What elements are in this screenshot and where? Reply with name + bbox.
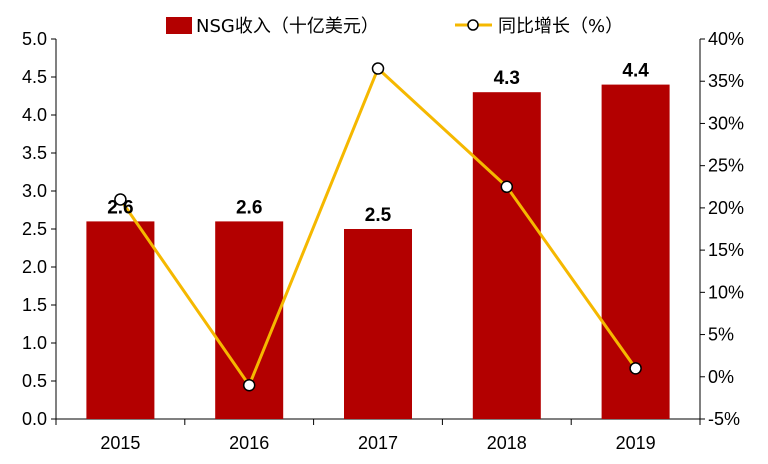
bar-series (86, 84, 670, 419)
x-tick-label: 2016 (229, 433, 269, 453)
x-tick-label: 2015 (100, 433, 140, 453)
right-tick-label: 40% (708, 29, 744, 49)
right-tick-label: 25% (708, 156, 744, 176)
left-tick-label: 4.5 (22, 67, 47, 87)
bar (86, 221, 155, 419)
left-tick-label: 4.0 (22, 105, 47, 125)
x-tick-label: 2018 (487, 433, 527, 453)
line-series (114, 62, 642, 392)
right-tick-label: 10% (708, 282, 744, 302)
left-tick-label: 0.0 (22, 409, 47, 429)
legend-bar-swatch (166, 17, 192, 34)
bar (472, 92, 541, 419)
left-tick-label: 1.0 (22, 333, 47, 353)
left-tick-label: 2.0 (22, 257, 47, 277)
bar-data-label: 2.6 (107, 197, 133, 218)
legend-line-marker (467, 19, 479, 31)
left-tick-label: 3.5 (22, 143, 47, 163)
data-labels: 2.6 2.6 2.5 4.3 4.4 (107, 61, 649, 226)
legend: NSG收入（十亿美元） 同比增长（%） (166, 16, 623, 37)
line-point (500, 180, 514, 194)
bar-data-label: 2.6 (236, 197, 262, 218)
x-tick-label: 2019 (616, 433, 656, 453)
legend-line-label: 同比增长（%） (498, 16, 623, 37)
left-tick-label: 2.5 (22, 219, 47, 239)
bar-data-label: 4.3 (494, 68, 520, 89)
line-point (371, 62, 385, 75)
right-tick-label: 5% (708, 325, 734, 345)
right-tick-label: -5% (708, 409, 740, 429)
right-tick-label: 15% (708, 240, 744, 260)
left-tick-label: 5.0 (22, 29, 47, 49)
bar-data-label: 2.5 (365, 205, 392, 226)
right-tick-label: 35% (708, 71, 744, 91)
left-tick-label: 0.5 (22, 371, 47, 391)
legend-bar-label: NSG收入（十亿美元） (196, 16, 379, 37)
left-tick-label: 1.5 (22, 295, 47, 315)
bar-data-label: 4.4 (622, 61, 649, 82)
bar (344, 229, 412, 419)
right-tick-label: 0% (708, 367, 734, 387)
right-tick-label: 20% (708, 198, 744, 218)
line-point (629, 362, 642, 375)
left-tick-label: 3.0 (22, 181, 47, 201)
line-point (242, 378, 256, 392)
line-point (114, 193, 127, 206)
x-tick-label: 2017 (358, 433, 398, 453)
right-tick-label: 30% (708, 113, 744, 133)
axes: 0.0 0.5 1.0 1.5 2.0 2.5 3.0 3.5 4.0 4.5 5.0 -5% 0% 5%… (22, 29, 744, 453)
